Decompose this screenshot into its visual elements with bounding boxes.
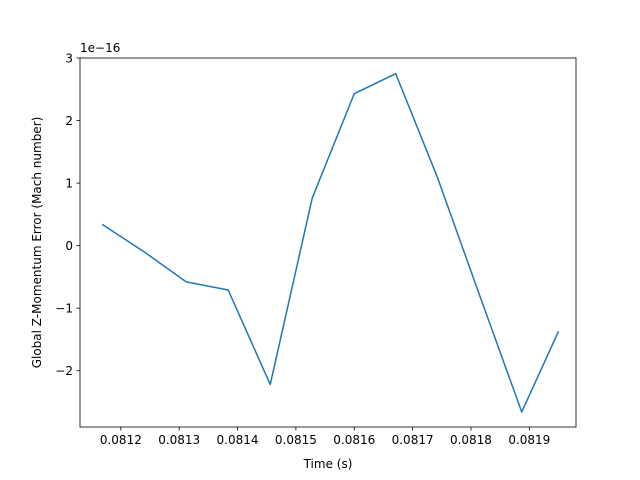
plot-area	[101, 72, 560, 413]
y-axis-offset-label: 1e−16	[80, 41, 120, 55]
x-tick-label: 0.0814	[217, 433, 259, 447]
y-tick-label: 0	[65, 239, 73, 253]
x-tick-label: 0.0816	[333, 433, 375, 447]
series-line	[101, 72, 560, 413]
y-tick-label: 2	[65, 114, 73, 128]
y-tick-label: −1	[55, 302, 73, 316]
y-tick-label: −2	[55, 364, 73, 378]
x-tick-label: 0.0813	[158, 433, 200, 447]
x-tick-label: 0.0812	[100, 433, 142, 447]
axes-frame	[79, 57, 577, 428]
y-axis: −2 −1 0 1 2 3	[55, 52, 80, 378]
x-tick-label: 0.0817	[392, 433, 434, 447]
y-tick-label: 1	[65, 177, 73, 191]
x-axis: 0.0812 0.0813 0.0814 0.0815 0.0816 0.0817 0.08…	[100, 427, 550, 447]
y-axis-label: Global Z-Momentum Error (Mach number)	[30, 117, 44, 369]
y-tick-label: 3	[65, 52, 73, 66]
x-tick-label: 0.0819	[508, 433, 550, 447]
x-tick-label: 0.0815	[275, 433, 317, 447]
x-axis-label: Time (s)	[303, 457, 353, 471]
x-tick-label: 0.0818	[450, 433, 492, 447]
